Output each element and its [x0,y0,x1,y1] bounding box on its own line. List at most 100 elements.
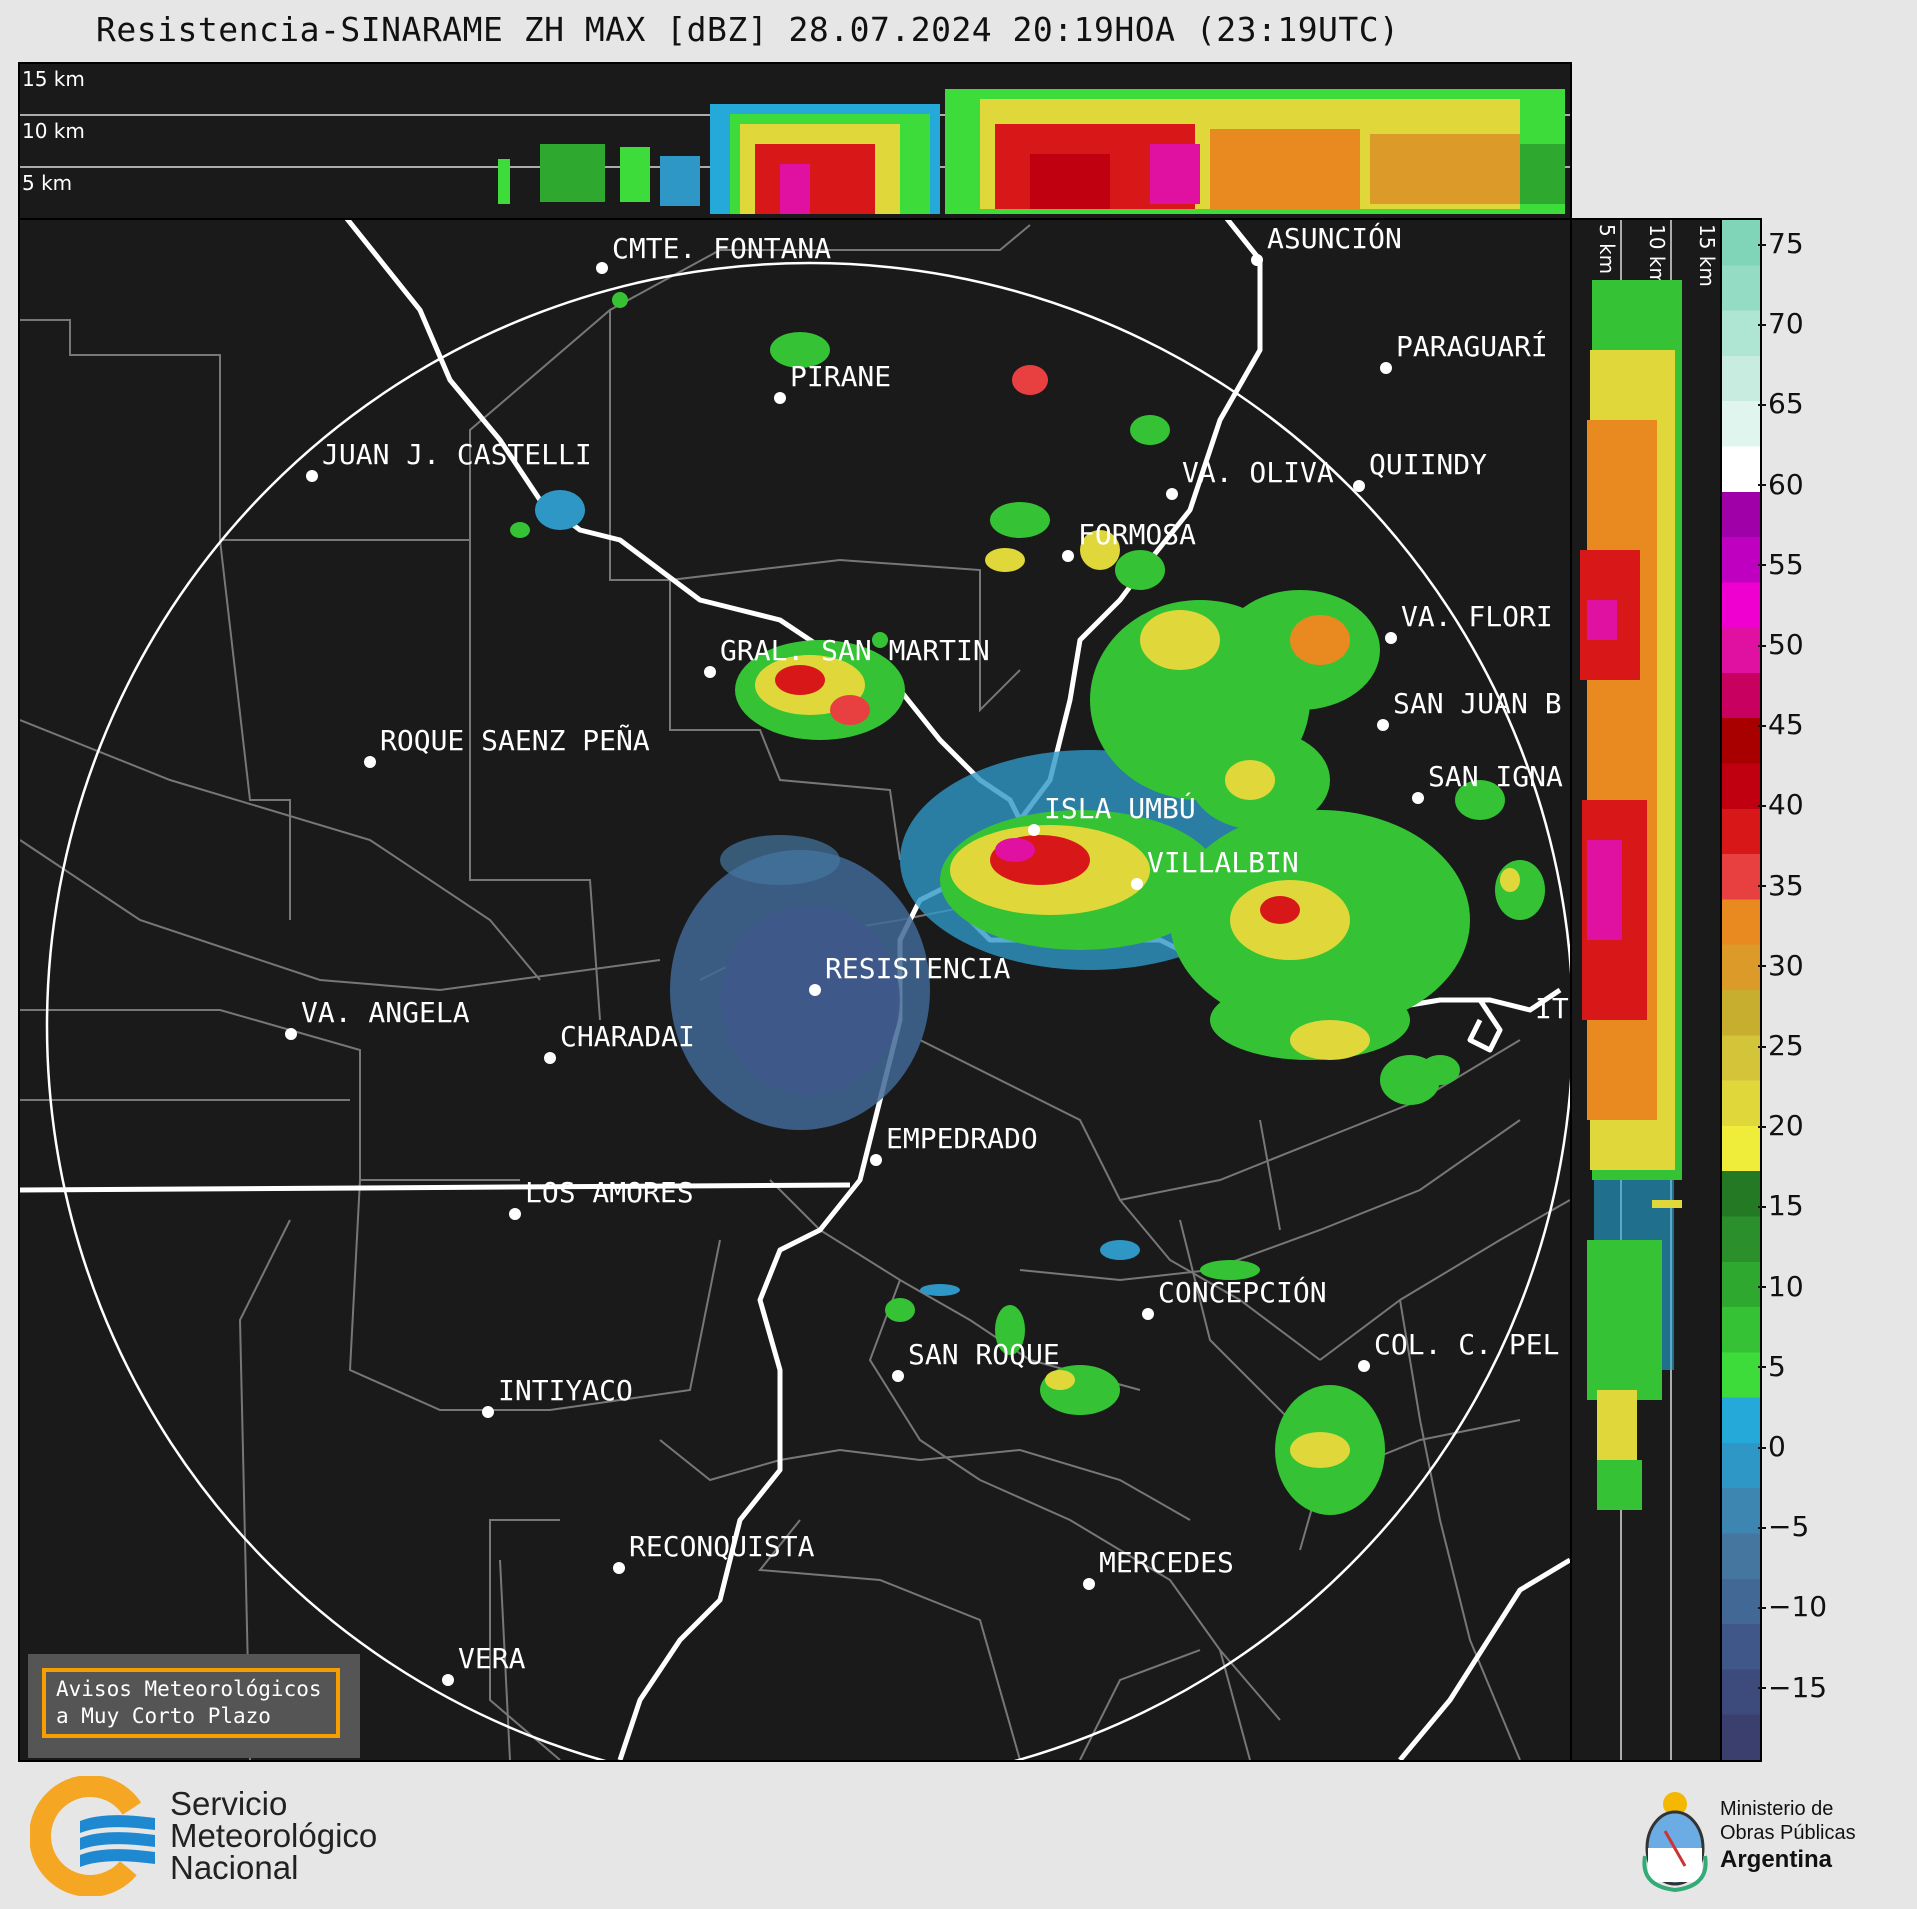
colorbar-tick-label: 60 [1758,467,1804,501]
colorbar-tick-label: 70 [1758,307,1804,341]
city-concepcion[interactable]: CONCEPCIÓN [1142,1275,1327,1320]
warning-line-1: Avisos Meteorológicos [56,1677,322,1701]
svg-text:CMTE. FONTANA: CMTE. FONTANA [612,232,831,265]
smn-logo-mark [29,1775,155,1897]
city-san-roque[interactable]: SAN ROQUE [892,1338,1060,1382]
city-gral-san-martin[interactable]: GRAL. SAN MARTIN [704,634,990,678]
colorbar-tick-label: 65 [1758,387,1804,421]
side-label-15km: 15 km [1695,224,1719,287]
smn-line-2: Meteorológico [170,1817,378,1854]
svg-text:ASUNCIÓN: ASUNCIÓN [1267,221,1402,255]
city-charadai[interactable]: CHARADAI [544,1020,695,1064]
svg-text:RESISTENCIA: RESISTENCIA [825,952,1011,985]
city-it[interactable]: IT [1535,992,1569,1025]
colorbar-tick-label: 10 [1758,1269,1804,1303]
colorbar-tick-label: 50 [1758,628,1804,661]
city-quiindy[interactable]: QUIINDY [1353,448,1487,492]
colorbar-tick-label: 55 [1758,547,1804,581]
colorbar-tick-label: 75 [1758,227,1804,260]
city-asuncion[interactable]: ASUNCIÓN [1251,221,1402,266]
svg-text:VILLALBIN: VILLALBIN [1147,846,1299,879]
city-mercedes[interactable]: MERCEDES [1083,1546,1234,1590]
svg-text:GRAL. SAN MARTIN: GRAL. SAN MARTIN [720,634,990,667]
argentina-coat-of-arms [1642,1792,1708,1893]
city-reconquista[interactable]: RECONQUISTA [613,1530,815,1574]
top-echo-band [498,89,1565,214]
colorbar-tick-label: 5 [1758,1349,1786,1383]
side-echo-band [1580,280,1682,1510]
colorbar-tick-label: 0 [1758,1430,1786,1463]
side-label-5km: 5 km [1595,224,1619,274]
city-va-angela[interactable]: VA. ANGELA [285,996,470,1040]
dbz-colorbar [1720,218,1762,1762]
city-los-amores[interactable]: LOS AMORES [509,1176,694,1220]
svg-text:FORMOSA: FORMOSA [1078,518,1196,551]
ministry-line-2: Obras Públicas [1720,1822,1856,1844]
city-paraguari[interactable]: PARAGUARÍ [1380,329,1548,374]
svg-text:SAN JUAN B: SAN JUAN B [1393,687,1562,720]
city-san-juan-b[interactable]: SAN JUAN B [1377,687,1562,731]
side-cross-section-panel: 5 km 10 km 15 km [1570,218,1724,1762]
warning-line-2: a Muy Corto Plazo [56,1704,271,1728]
radar-echoes [510,292,1545,1515]
smn-logo: Servicio Meteorológico Nacional [29,1775,430,1897]
radar-range-ring [45,261,1570,1760]
top-label-10km: 10 km [22,119,85,143]
svg-text:MERCEDES: MERCEDES [1099,1546,1234,1579]
city-col-c-pel[interactable]: COL. C. PEL [1358,1328,1559,1372]
svg-text:IT: IT [1535,992,1569,1025]
city-va-flori[interactable]: VA. FLORI [1385,600,1553,644]
svg-text:LOS AMORES: LOS AMORES [525,1176,694,1209]
city-formosa[interactable]: FORMOSA [1062,518,1196,562]
svg-text:VA. ANGELA: VA. ANGELA [301,996,470,1029]
svg-text:VA. FLORI: VA. FLORI [1401,600,1553,633]
top-label-5km: 5 km [22,171,72,195]
city-vera[interactable]: VERA [442,1642,526,1686]
svg-text:ROQUE SAENZ PEÑA: ROQUE SAENZ PEÑA [380,723,650,757]
city-va-oliva[interactable]: VA. OLIVA [1166,456,1334,500]
city-pirane[interactable]: PIRANE [774,360,891,404]
colorbar-tick-label: 40 [1758,788,1804,822]
colorbar-tick-label: 35 [1758,868,1804,902]
svg-text:JUAN J. CASTELLI: JUAN J. CASTELLI [322,438,592,471]
city-san-igna[interactable]: SAN IGNA [1412,760,1563,804]
svg-text:SAN IGNA: SAN IGNA [1428,760,1563,793]
svg-text:SAN ROQUE: SAN ROQUE [908,1338,1060,1371]
warning-legend-frame: Avisos Meteorológicos a Muy Corto Plazo [42,1668,340,1738]
colorbar-tick-label: 15 [1758,1189,1804,1223]
colorbar-tick-label: −15 [1757,1670,1828,1704]
svg-text:QUIINDY: QUIINDY [1369,448,1487,481]
city-roque-saenz-pena[interactable]: ROQUE SAENZ PEÑA [364,723,650,768]
colorbar-tick-label: 30 [1758,948,1804,982]
svg-text:RECONQUISTA: RECONQUISTA [629,1530,815,1563]
svg-text:CHARADAI: CHARADAI [560,1020,695,1053]
ministry-logo: Ministerio de Obras Públicas Argentina [1640,1786,1910,1896]
ministry-line-1: Ministerio de [1720,1798,1834,1820]
radar-map-panel[interactable]: CMTE. FONTANA ASUNCIÓN PARAGUARÍ PIRANE … [18,218,1572,1762]
city-empedrado[interactable]: EMPEDRADO [870,1122,1038,1166]
side-label-10km: 10 km [1645,224,1669,287]
department-boundaries [20,224,1570,1760]
svg-text:CONCEPCIÓN: CONCEPCIÓN [1158,1275,1327,1309]
colorbar-tick-label: −10 [1757,1590,1828,1624]
radar-map-svg: CMTE. FONTANA ASUNCIÓN PARAGUARÍ PIRANE … [20,220,1570,1760]
warning-legend-box: Avisos Meteorológicos a Muy Corto Plazo [28,1654,360,1758]
city-villalbin[interactable]: VILLALBIN [1131,846,1299,890]
city-juan-j-castelli[interactable]: JUAN J. CASTELLI [306,438,592,482]
top-label-15km: 15 km [22,67,85,91]
colorbar-tick-label: −5 [1757,1510,1810,1544]
side-cross-section-svg: 5 km 10 km 15 km [1580,220,1719,1760]
city-isla-umbu[interactable]: ISLA UMBÚ [1028,791,1196,836]
svg-text:ISLA UMBÚ: ISLA UMBÚ [1044,791,1196,825]
top-cross-section-panel: 15 km 10 km 5 km [18,62,1572,220]
svg-text:PIRANE: PIRANE [790,360,891,393]
city-resistencia[interactable]: RESISTENCIA [809,952,1011,996]
smn-line-1: Servicio [170,1785,288,1822]
colorbar-tick-label: 20 [1758,1109,1804,1143]
smn-line-3: Nacional [170,1849,299,1886]
city-cmte-fontana[interactable]: CMTE. FONTANA [596,232,831,274]
svg-text:COL. C. PEL: COL. C. PEL [1374,1328,1559,1361]
city-intiyaco[interactable]: INTIYACO [482,1374,633,1418]
map-title: Resistencia-SINARAME ZH MAX [dBZ] 28.07.… [96,10,1400,49]
colorbar-tick-label: 45 [1758,708,1804,742]
